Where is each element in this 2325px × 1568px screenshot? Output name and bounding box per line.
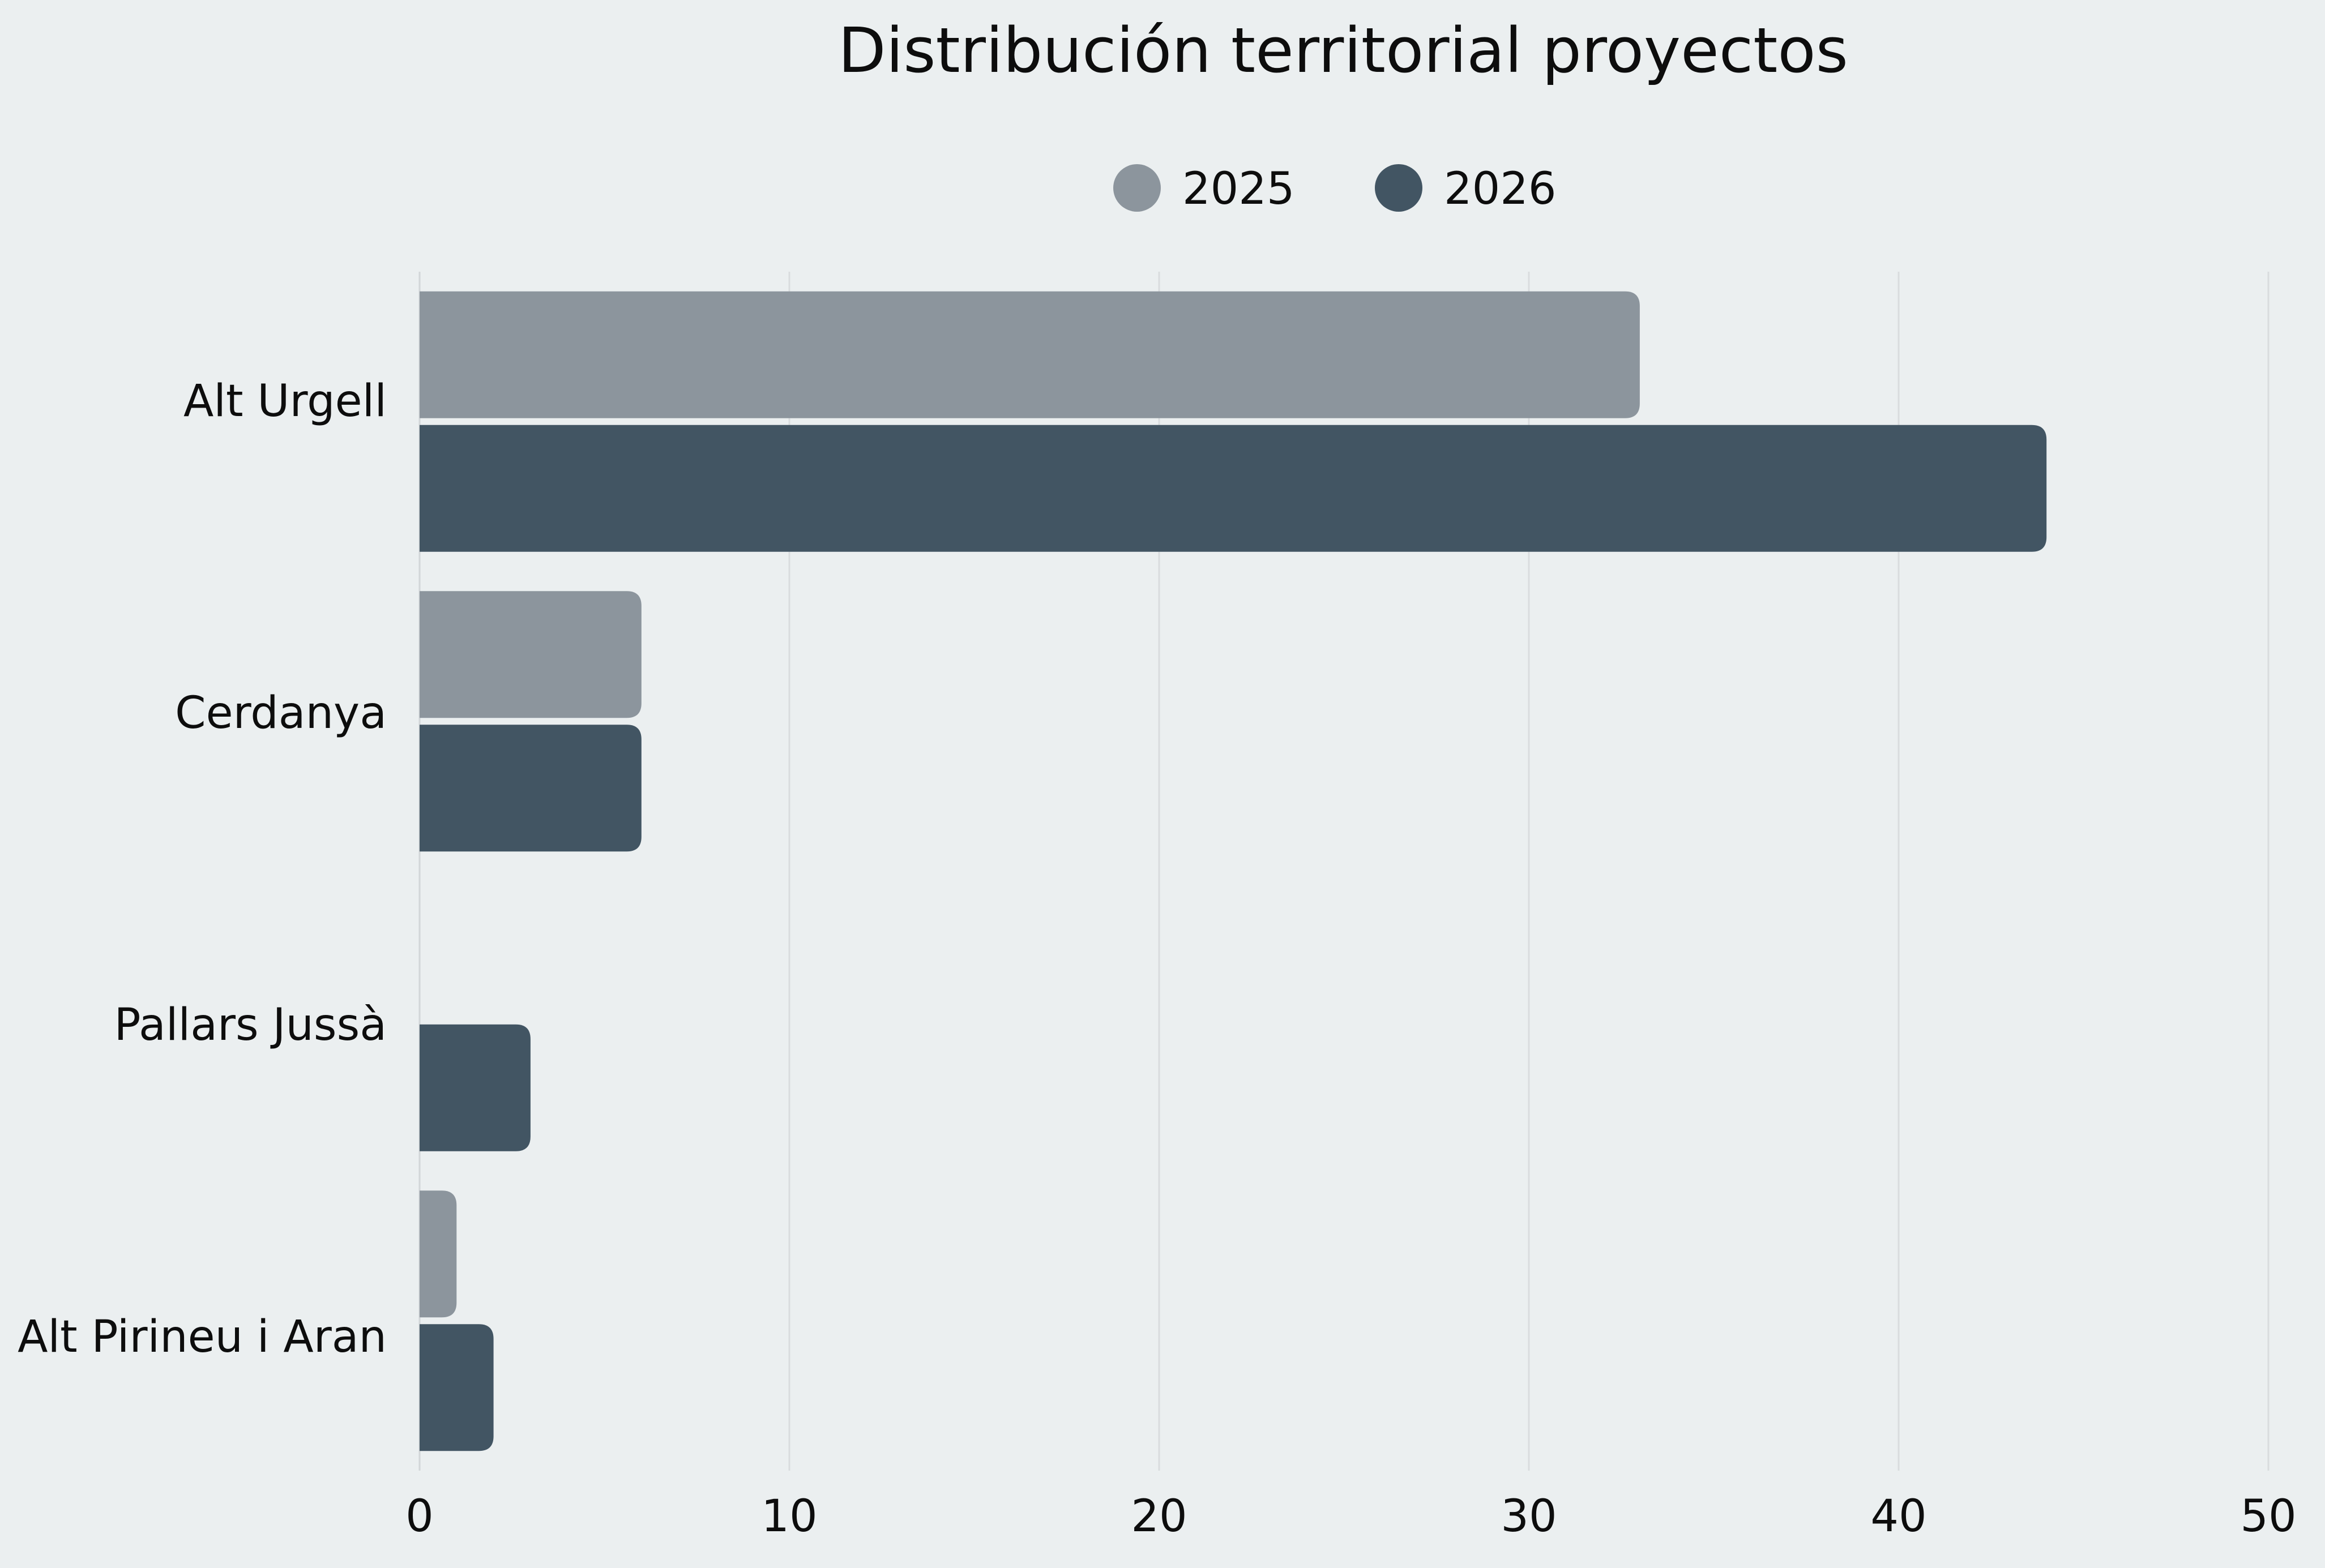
chart-title: Distribución territorial proyectos — [838, 14, 1848, 87]
x-tick-label-20: 20 — [1131, 1491, 1187, 1542]
bar-alt-pirineu-i-aran-2026[interactable] — [420, 1324, 494, 1451]
bar-cerdanya-2025[interactable] — [420, 591, 642, 718]
x-tick-label-50: 50 — [2240, 1491, 2296, 1542]
x-axis-tick-labels: 0 10 20 30 40 50 — [405, 1491, 2296, 1542]
category-label-pallars-jussa: Pallars Jussà — [114, 1000, 387, 1051]
category-label-cerdanya: Cerdanya — [175, 688, 387, 739]
x-tick-label-10: 10 — [761, 1491, 817, 1542]
bar-alt-urgell-2025[interactable] — [420, 291, 1640, 418]
x-tick-label-30: 30 — [1501, 1491, 1557, 1542]
x-tick-label-0: 0 — [405, 1491, 434, 1542]
legend-item-2025[interactable]: 2025 — [1113, 164, 1295, 215]
legend-item-2026[interactable]: 2026 — [1375, 164, 1557, 215]
legend-label-2026: 2026 — [1444, 164, 1557, 215]
category-label-alt-urgell: Alt Urgell — [183, 376, 387, 427]
x-tick-label-40: 40 — [1870, 1491, 1926, 1542]
bar-pallars-jussa-2026[interactable] — [420, 1024, 531, 1151]
bar-alt-pirineu-i-aran-2025[interactable] — [420, 1190, 457, 1318]
legend-marker-2025 — [1113, 164, 1161, 212]
category-labels: Alt Urgell Cerdanya Pallars Jussà Alt Pi… — [18, 376, 387, 1363]
legend-marker-2026 — [1375, 164, 1422, 212]
bar-cerdanya-2026[interactable] — [420, 725, 642, 852]
legend-label-2025: 2025 — [1182, 164, 1295, 215]
category-label-alt-pirineu-i-aran: Alt Pirineu i Aran — [18, 1312, 387, 1363]
bars — [420, 291, 2047, 1451]
bar-alt-urgell-2026[interactable] — [420, 425, 2047, 552]
legend: 2025 2026 — [1113, 164, 1557, 215]
